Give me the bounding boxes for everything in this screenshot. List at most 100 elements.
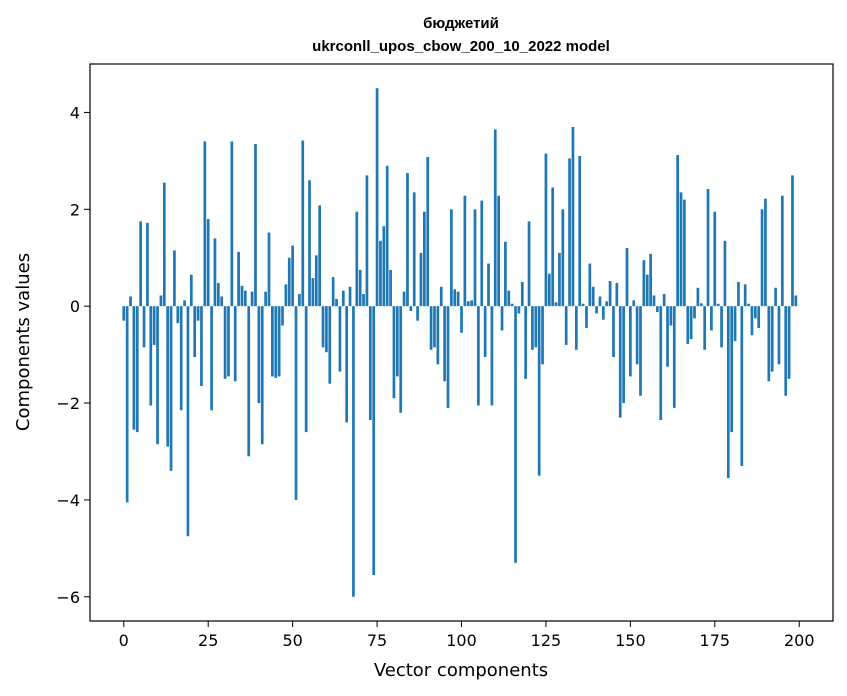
bar-component-73	[368, 306, 372, 420]
bar-component-80	[392, 306, 396, 399]
bar-component-3	[132, 306, 136, 430]
bar-component-166	[683, 199, 686, 307]
bar-component-54	[304, 306, 308, 433]
bars-group	[122, 88, 798, 597]
bar-component-77	[382, 226, 386, 307]
bar-component-122	[534, 306, 538, 348]
bar-component-158	[656, 306, 659, 312]
bar-component-106	[480, 200, 484, 307]
bar-component-128	[554, 302, 558, 307]
bar-component-69	[355, 211, 359, 307]
bar-component-193	[774, 287, 777, 307]
bar-component-173	[706, 188, 710, 307]
bar-component-52	[298, 294, 301, 307]
bar-component-123	[537, 306, 541, 476]
bar-component-131	[564, 306, 568, 345]
bar-component-197	[787, 306, 791, 379]
bar-component-19	[186, 306, 190, 537]
bar-component-199	[794, 295, 798, 307]
bar-component-180	[730, 306, 734, 433]
bar-component-194	[777, 306, 781, 365]
bar-component-70	[358, 269, 362, 307]
bar-component-75	[375, 88, 379, 307]
bar-component-135	[578, 156, 582, 307]
bar-component-91	[429, 306, 433, 350]
bar-component-34	[237, 251, 240, 307]
bar-component-160	[662, 294, 666, 307]
bar-component-89	[423, 211, 426, 307]
bar-component-7	[146, 222, 149, 307]
bar-component-38	[250, 291, 254, 307]
x-tick-label: 50	[282, 631, 302, 650]
bar-component-110	[493, 129, 497, 307]
bar-component-172	[703, 306, 707, 350]
bar-component-1	[125, 306, 129, 503]
bar-component-179	[726, 306, 730, 479]
bar-component-71	[362, 294, 365, 307]
bar-component-143	[605, 301, 609, 307]
bar-component-150	[629, 306, 632, 377]
y-axis-label: Components values	[13, 253, 34, 431]
bar-component-105	[477, 306, 480, 406]
bar-component-11	[159, 295, 163, 307]
bar-component-155	[645, 274, 649, 307]
bar-component-0	[122, 306, 126, 321]
bar-component-149	[625, 248, 629, 307]
bar-component-116	[514, 306, 517, 563]
bar-component-4	[135, 306, 139, 433]
y-axis-ticks: −6 −4 −2 0 2 4	[56, 103, 90, 607]
bar-component-177	[720, 306, 723, 348]
bar-component-142	[601, 306, 605, 320]
bar-component-5	[139, 221, 143, 307]
bar-component-136	[581, 303, 585, 307]
bar-component-181	[733, 306, 737, 342]
bar-component-154	[642, 260, 646, 307]
y-tick-label: −6	[56, 588, 80, 607]
bar-component-61	[328, 306, 332, 384]
bar-component-74	[372, 306, 376, 575]
bar-component-18	[183, 300, 186, 307]
bar-component-176	[716, 303, 720, 307]
bar-component-141	[598, 296, 602, 307]
bar-component-120	[527, 221, 531, 307]
bar-component-68	[352, 306, 355, 597]
bar-component-87	[416, 306, 419, 321]
bar-component-27	[213, 238, 217, 307]
bar-component-190	[764, 198, 767, 307]
bar-component-28	[216, 282, 220, 307]
bar-component-170	[696, 287, 700, 307]
bar-component-8	[149, 306, 153, 406]
bar-component-198	[791, 175, 794, 307]
bar-component-175	[713, 211, 717, 307]
bar-component-59	[321, 306, 325, 348]
bar-component-168	[689, 306, 693, 340]
bar-component-148	[622, 306, 625, 404]
bar-component-167	[686, 306, 690, 344]
x-axis-label: Vector components	[374, 660, 548, 681]
bar-component-51	[294, 306, 298, 500]
bar-component-9	[152, 306, 156, 345]
bar-component-44	[271, 306, 274, 377]
x-tick-label: 75	[367, 631, 387, 650]
x-tick-label: 25	[198, 631, 218, 650]
bar-component-86	[412, 192, 416, 307]
bar-component-60	[325, 306, 328, 353]
bar-component-13	[166, 306, 170, 447]
plot-frame	[89, 63, 834, 622]
y-tick-label: −4	[56, 491, 80, 510]
bar-component-152	[635, 306, 639, 365]
x-tick-label: 150	[615, 631, 646, 650]
bar-component-95	[443, 306, 446, 382]
bar-component-42	[264, 291, 267, 307]
bar-component-58	[318, 205, 321, 307]
bar-component-186	[750, 306, 754, 336]
bar-component-33	[233, 306, 237, 382]
bar-component-64	[338, 306, 342, 372]
bar-component-47	[281, 306, 284, 326]
chart-title: бюджетий	[423, 15, 499, 32]
bar-component-156	[649, 253, 652, 307]
bar-component-129	[558, 252, 561, 307]
bar-component-50	[291, 245, 294, 307]
bar-component-111	[497, 195, 500, 307]
